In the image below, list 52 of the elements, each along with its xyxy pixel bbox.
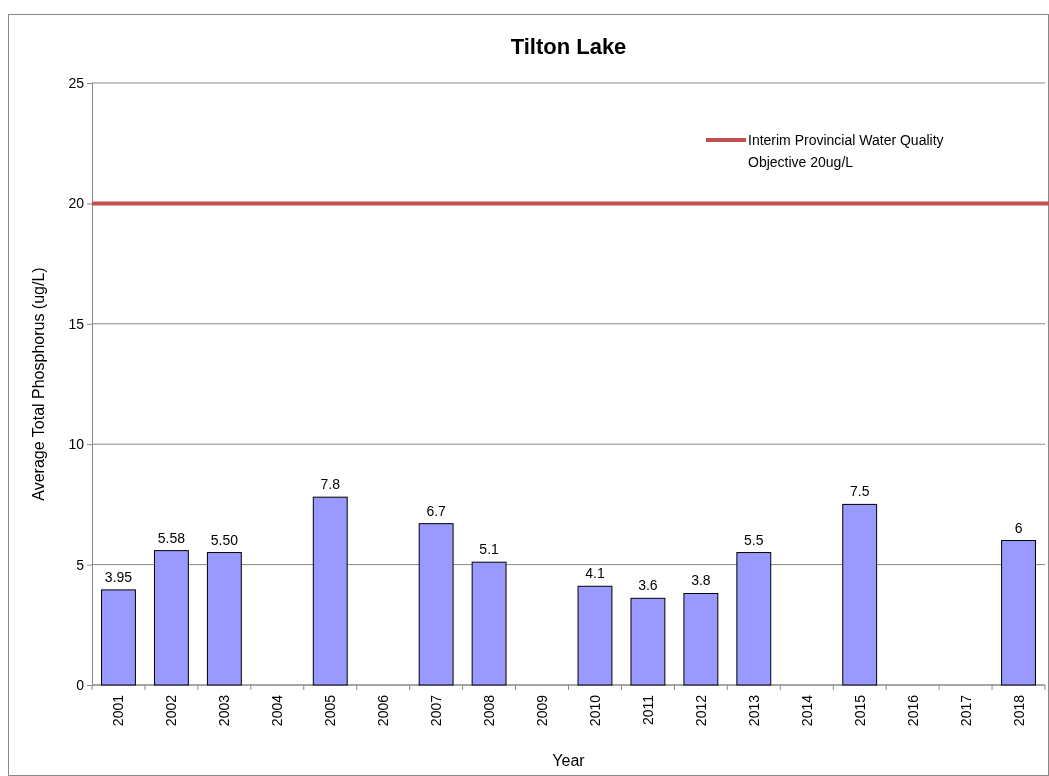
data-label: 3.95 (104, 568, 133, 585)
x-tick-label: 2018 (1010, 694, 1027, 727)
x-tick-label: 2011 (639, 694, 656, 726)
data-label: 5.50 (210, 531, 239, 548)
y-tick-label: 10 (68, 436, 85, 453)
data-label: 7.5 (849, 483, 870, 500)
data-label: 3.6 (638, 577, 658, 594)
x-tick-label: 2008 (481, 694, 498, 727)
data-label: 3.8 (691, 572, 711, 589)
chart-title: Tilton Lake (510, 34, 627, 59)
x-tick-label: 2016 (904, 694, 921, 727)
bar (683, 593, 719, 686)
x-tick-label: 2013 (745, 694, 762, 727)
x-tick-label: 2004 (269, 694, 286, 727)
bar (630, 597, 666, 686)
data-label: 5.58 (157, 529, 186, 546)
bar (312, 496, 348, 686)
y-tick-label: 5 (76, 556, 85, 573)
x-tick-label: 2005 (322, 694, 339, 727)
x-tick-label: 2006 (375, 694, 392, 727)
x-tick-label: 2003 (216, 694, 233, 727)
bar (206, 552, 242, 686)
x-tick-label: 2007 (428, 694, 445, 727)
data-label: 6 (1014, 519, 1023, 536)
bar (101, 589, 136, 686)
bar (153, 550, 189, 686)
y-tick-label: 15 (68, 315, 85, 332)
data-label: 5.1 (479, 541, 500, 558)
x-tick-label: 2001 (110, 694, 127, 727)
bar (736, 552, 772, 686)
x-tick-label: 2009 (534, 694, 551, 727)
x-tick-label: 2014 (798, 694, 815, 727)
x-tick-label: 2015 (851, 694, 868, 727)
data-label: 4.1 (585, 565, 605, 582)
legend-label: Interim Provincial Water Quality Objective 20ug/L (748, 132, 944, 170)
x-tick-label: 2002 (163, 694, 180, 727)
bar (577, 585, 613, 686)
bar (471, 561, 507, 686)
x-tick-label: 2012 (692, 694, 709, 727)
data-label: 7.8 (320, 476, 341, 493)
y-tick-label: 20 (68, 195, 85, 212)
x-axis-title: Year (552, 752, 586, 769)
x-tick-label: 2017 (957, 694, 974, 727)
bar (1001, 540, 1036, 686)
y-tick-label: 0 (76, 676, 85, 693)
x-tick-label: 2010 (586, 694, 603, 727)
data-label: 5.5 (744, 531, 764, 548)
data-label: 6.7 (426, 502, 447, 519)
bar (418, 523, 454, 686)
y-tick-label: 25 (68, 74, 85, 91)
bar (842, 503, 878, 686)
y-axis-title: Average Total Phosphorus (ug/L) (30, 267, 47, 501)
